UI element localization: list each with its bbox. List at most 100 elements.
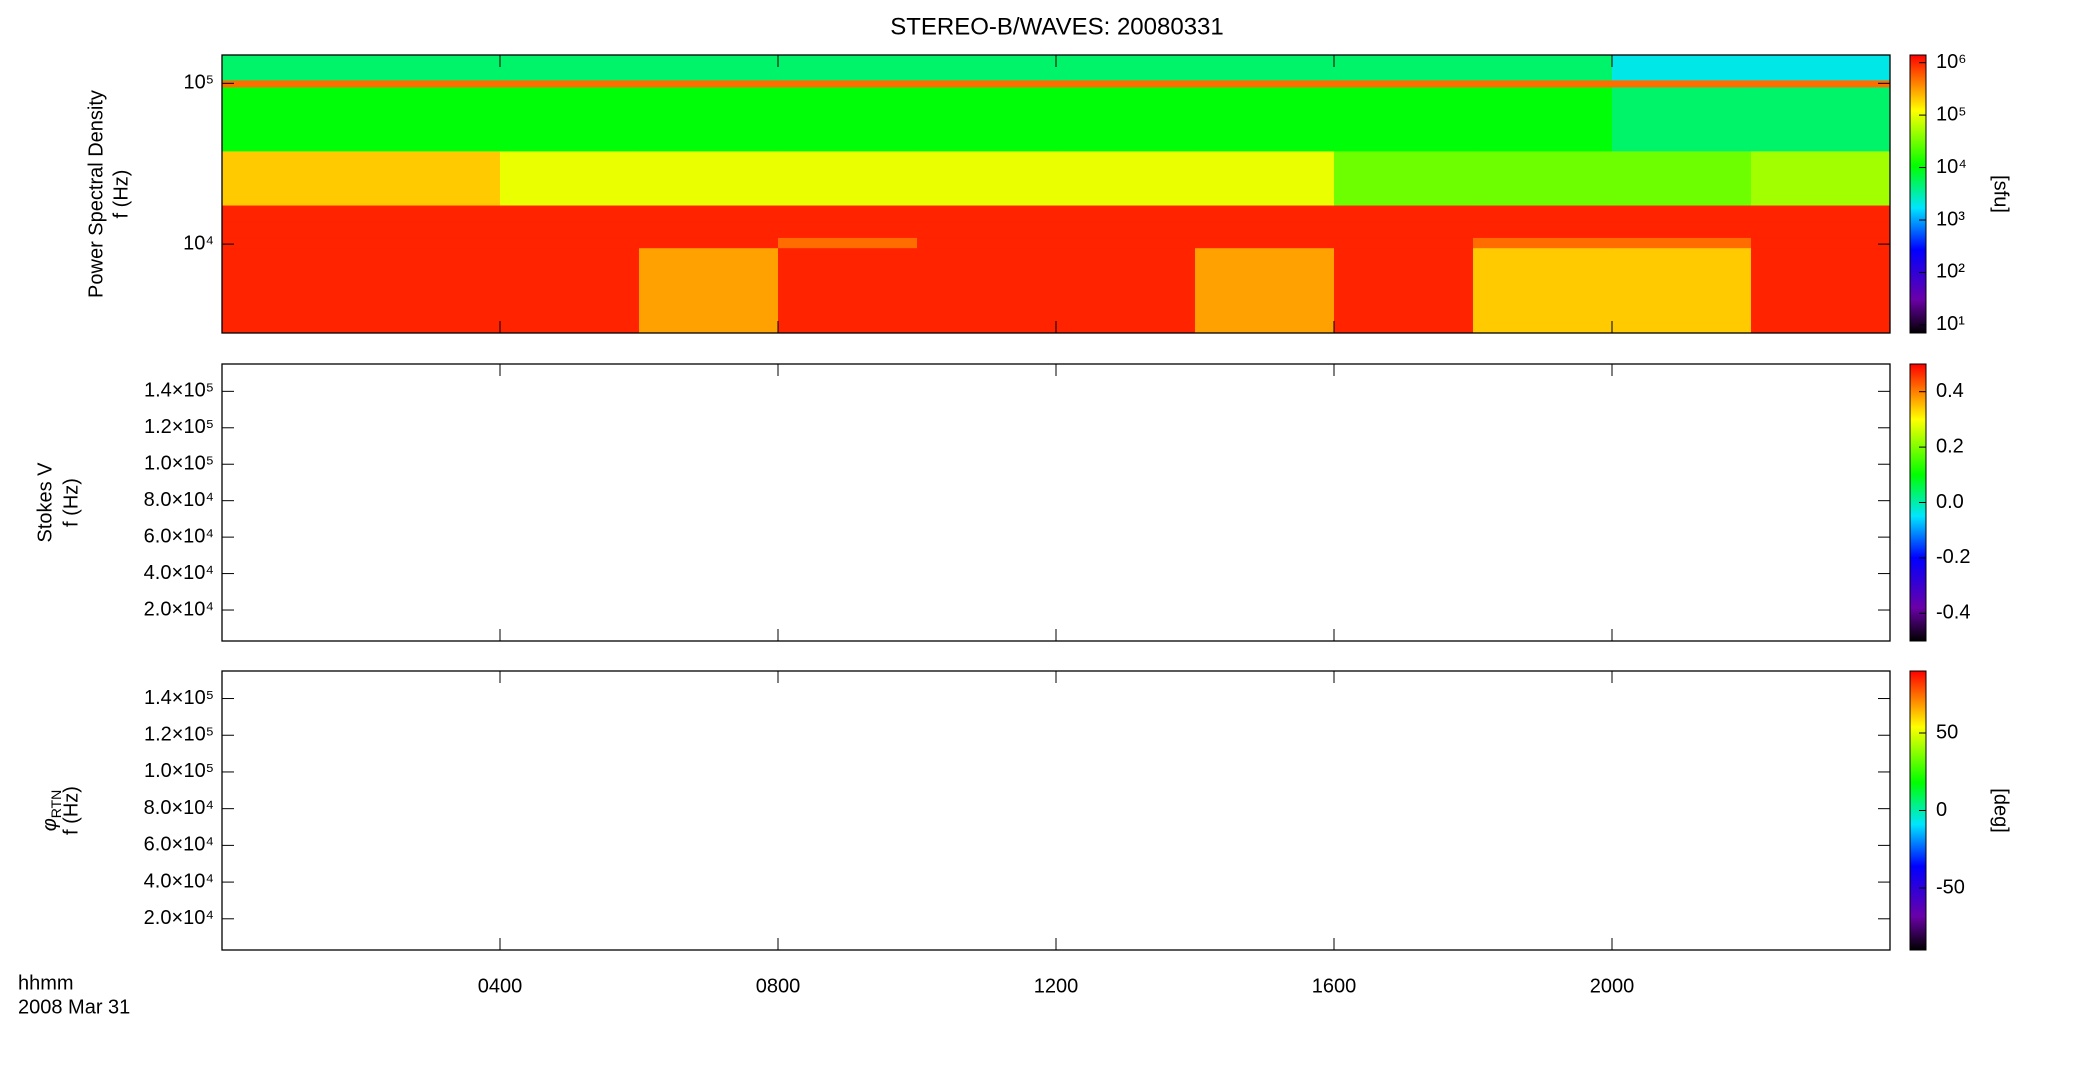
heatmap-cell xyxy=(1612,55,1752,81)
heatmap-cell xyxy=(1195,86,1335,152)
y-axis-label: f (Hz) xyxy=(110,170,132,219)
heatmap-cell xyxy=(1751,220,1891,238)
heatmap-cell xyxy=(917,237,1057,249)
y-axis-label: φRTN xyxy=(39,790,63,832)
heatmap-cell xyxy=(1751,79,1891,88)
plot-frame xyxy=(221,670,1891,951)
heatmap-cell xyxy=(1612,205,1752,222)
heatmap-cell xyxy=(361,247,501,334)
y-tick-label: 1.4×10⁵ xyxy=(144,380,214,402)
heatmap-cell xyxy=(361,150,501,206)
heatmap-cell xyxy=(1056,150,1196,206)
heatmap-cell xyxy=(778,150,918,206)
heatmap-cell xyxy=(1751,150,1891,206)
heatmap-cell xyxy=(500,150,640,206)
heatmap-cell xyxy=(917,79,1057,88)
heatmap-cell xyxy=(917,55,1057,81)
heatmap-cell xyxy=(361,237,501,249)
heatmap-cell xyxy=(222,237,362,249)
y-tick-label: 4.0×10⁴ xyxy=(144,562,214,584)
colorbar-label: [sfu] xyxy=(1990,175,2012,213)
heatmap-cell xyxy=(1751,247,1891,334)
heatmap-cell xyxy=(222,247,362,334)
heatmap-cell xyxy=(1473,237,1613,249)
heatmap-cell xyxy=(500,86,640,152)
colorbar-tick-label: 0 xyxy=(1936,799,1947,821)
heatmap-cell xyxy=(222,150,362,206)
heatmap-cell xyxy=(639,55,779,81)
colorbar-tick-label: 10¹ xyxy=(1936,313,1965,335)
heatmap-cell xyxy=(1334,237,1474,249)
y-tick-label: 10⁵ xyxy=(183,72,214,94)
heatmap-cell xyxy=(639,220,779,238)
colorbar-tick-label: 10⁶ xyxy=(1936,51,1966,73)
heatmap-cell xyxy=(1751,205,1891,222)
y-axis-label: f (Hz) xyxy=(60,786,82,835)
heatmap-cell xyxy=(778,220,918,238)
heatmap-cell xyxy=(1751,237,1891,249)
colorbar-tick-label: 10⁵ xyxy=(1936,103,1967,125)
heatmap-cell xyxy=(500,79,640,88)
heatmap-cell xyxy=(778,247,918,334)
y-tick-label: 1.4×10⁵ xyxy=(144,687,214,709)
heatmap-cell xyxy=(639,79,779,88)
heatmap-cell xyxy=(1612,247,1752,334)
y-tick-label: 8.0×10⁴ xyxy=(144,489,214,511)
heatmap-cell xyxy=(1334,220,1474,238)
heatmap-cell xyxy=(1056,86,1196,152)
heatmap-cell xyxy=(639,150,779,206)
y-tick-label: 1.2×10⁵ xyxy=(144,416,214,438)
colorbar xyxy=(1909,54,1927,334)
y-tick-label: 1.0×10⁵ xyxy=(144,760,214,782)
heatmap-cell xyxy=(639,237,779,249)
y-axis-label-symbol: φ xyxy=(39,818,61,831)
x-tick-label: 1200 xyxy=(1034,975,1079,997)
heatmap-cell xyxy=(639,86,779,152)
heatmap-cell xyxy=(500,220,640,238)
x-tick-label: 0400 xyxy=(478,975,523,997)
heatmap-cell xyxy=(917,220,1057,238)
heatmap-cell xyxy=(361,86,501,152)
heatmap-cell xyxy=(1612,150,1752,206)
heatmap-cell xyxy=(361,55,501,81)
heatmap-cell xyxy=(1334,205,1474,222)
y-tick-label: 1.0×10⁵ xyxy=(144,453,214,475)
heatmap-cell xyxy=(361,205,501,222)
heatmap-cell xyxy=(1056,205,1196,222)
heatmap-cell xyxy=(917,247,1057,334)
y-tick-label: 6.0×10⁴ xyxy=(144,834,214,856)
heatmap-cell xyxy=(1195,220,1335,238)
y-tick-label: 1.2×10⁵ xyxy=(144,724,214,746)
heatmap-cell xyxy=(500,237,640,249)
y-tick-label: 4.0×10⁴ xyxy=(144,870,214,892)
colorbar-tick-label: 50 xyxy=(1936,721,1958,743)
heatmap-cell xyxy=(1056,247,1196,334)
heatmap-cell xyxy=(639,247,779,334)
heatmap-cell xyxy=(1473,205,1613,222)
colorbar-tick-label: 0.4 xyxy=(1936,380,1964,402)
heatmap-cell xyxy=(1056,55,1196,81)
colorbar-label: [deg] xyxy=(1990,788,2012,832)
colorbar-tick-label: 0.0 xyxy=(1936,491,1964,513)
y-axis-label: Power Spectral Density xyxy=(85,90,107,298)
heatmap-cell xyxy=(1334,150,1474,206)
x-axis-label: hhmm xyxy=(18,972,74,994)
heatmap-cell xyxy=(1195,150,1335,206)
heatmap-cell xyxy=(1473,55,1613,81)
colorbar-tick-label: 0.2 xyxy=(1936,435,1964,457)
y-tick-label: 6.0×10⁴ xyxy=(144,525,214,547)
colorbar-tick-label: -0.4 xyxy=(1936,602,1970,624)
heatmap-cell xyxy=(361,220,501,238)
heatmap-cell xyxy=(222,205,362,222)
x-axis-sublabel: 2008 Mar 31 xyxy=(18,996,130,1018)
heatmap-cell xyxy=(1334,79,1474,88)
heatmap-cell xyxy=(1056,79,1196,88)
heatmap-cell xyxy=(222,86,362,152)
heatmap-cell xyxy=(1334,86,1474,152)
heatmap-cell xyxy=(500,205,640,222)
heatmap-cell xyxy=(1334,55,1474,81)
x-tick-label: 2000 xyxy=(1590,975,1635,997)
heatmap-cell xyxy=(1751,55,1891,81)
